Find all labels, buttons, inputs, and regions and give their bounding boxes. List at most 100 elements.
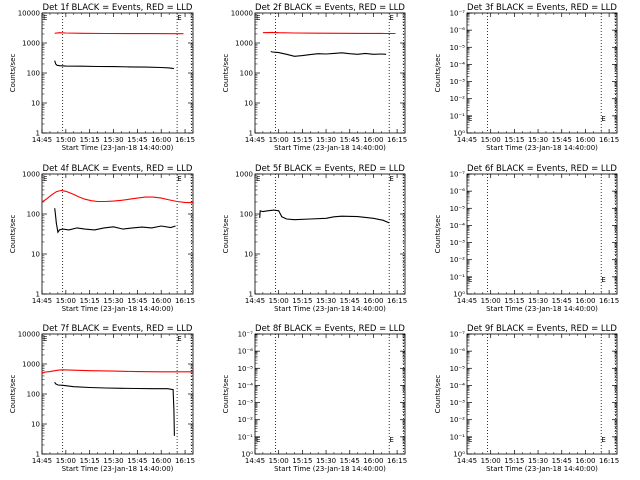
x-tick-label: 16:00 — [575, 457, 595, 465]
x-tick-label: 15:00 — [56, 297, 76, 305]
y-axis-label: Counts/sec — [434, 215, 442, 254]
x-tick-label: 15:30 — [103, 457, 123, 465]
y-axis-label: Counts/sec — [222, 54, 230, 93]
plot-frame — [254, 333, 406, 455]
x-tick-label: 15:15 — [80, 297, 100, 305]
x-tick-label: 15:30 — [103, 136, 123, 144]
x-tick-label: 15:45 — [340, 297, 360, 305]
series-line — [54, 208, 176, 234]
x-tick-label: 15:00 — [269, 457, 289, 465]
x-tick-label: 15:00 — [481, 297, 501, 305]
x-axis-label: Start Time (23-Jan-18 14:40:00) — [486, 465, 598, 473]
y-tick-label: 100 — [240, 211, 253, 219]
chart-panel: Det 2f BLACK = Events, RED = LLD 1 10 100 10… — [222, 3, 407, 152]
chart-title: Det 2f BLACK = Events, RED = LLD — [255, 3, 405, 13]
x-tick-label: 16:15 — [175, 136, 195, 144]
y-tick-label: 1000 — [235, 171, 253, 179]
series-line — [54, 60, 174, 70]
y-tick-label: 10⁻¹ — [450, 273, 466, 281]
y-tick-label: 10⁻⁵ — [450, 44, 466, 52]
y-axis-label: Counts/sec — [9, 54, 17, 93]
chart-title: Det 8f BLACK = Events, RED = LLD — [255, 324, 405, 334]
y-tick-label: 10⁻⁴ — [450, 61, 466, 69]
series-line — [54, 381, 175, 436]
x-tick-label: 15:15 — [504, 136, 524, 144]
x-tick-label: 15:15 — [292, 457, 312, 465]
x-tick-label: 16:00 — [151, 457, 171, 465]
y-tick-label: 10⁻² — [238, 416, 254, 424]
y-tick-label: 10⁻¹ — [450, 112, 466, 120]
e-marker-label: E — [177, 335, 181, 343]
x-tick-label: 14:45 — [245, 136, 265, 144]
plot-frame — [466, 333, 618, 455]
y-tick-label: 100 — [27, 70, 40, 78]
x-tick-label: 16:00 — [363, 136, 383, 144]
x-tick-label: 16:15 — [599, 136, 619, 144]
y-tick-label: 10⁻³ — [450, 399, 466, 407]
chart-panel: Det 6f BLACK = Events, RED = LLD 10⁰ 10⁻¹ 1… — [434, 164, 619, 313]
y-tick-label: 10⁻² — [450, 256, 466, 264]
y-tick-label: 10⁻⁵ — [450, 205, 466, 213]
y-axis-label: Counts/sec — [9, 375, 17, 414]
y-tick-label: 10⁻⁵ — [450, 365, 466, 373]
x-tick-label: 16:00 — [575, 136, 595, 144]
x-tick-label: 15:30 — [316, 136, 336, 144]
x-tick-label: 16:15 — [387, 136, 407, 144]
x-axis-label: Start Time (23-Jan-18 14:40:00) — [274, 144, 386, 152]
y-tick-label: 10⁻⁴ — [238, 382, 254, 390]
x-tick-label: 15:00 — [56, 136, 76, 144]
x-tick-label: 16:15 — [387, 457, 407, 465]
y-tick-label: 10⁻⁷ — [238, 331, 254, 339]
series-line — [259, 209, 390, 224]
x-tick-label: 16:00 — [363, 297, 383, 305]
plot-frame — [41, 333, 194, 455]
y-axis-label: Counts/sec — [434, 375, 442, 414]
x-tick-label: 15:30 — [528, 457, 548, 465]
y-tick-label: 10⁻⁷ — [450, 331, 466, 339]
x-axis-label: Start Time (23-Jan-18 14:40:00) — [274, 465, 386, 473]
x-tick-label: 16:15 — [175, 457, 195, 465]
x-tick-label: 15:15 — [504, 457, 524, 465]
x-tick-label: 14:45 — [245, 297, 265, 305]
chart-panel: Det 5f BLACK = Events, RED = LLD 1 10 100 10… — [222, 164, 407, 313]
y-axis-label: Counts/sec — [9, 215, 17, 254]
x-tick-label: 16:00 — [151, 297, 171, 305]
plot-frame — [41, 12, 194, 134]
y-tick-label: 1000 — [235, 40, 253, 48]
e-marker-label: E — [177, 14, 181, 22]
y-axis-label: Counts/sec — [222, 215, 230, 254]
x-tick-label: 14:45 — [32, 297, 52, 305]
e-marker-label: E — [468, 436, 472, 444]
x-tick-label: 15:45 — [552, 457, 572, 465]
y-tick-label: 1000 — [22, 171, 40, 179]
series-line — [54, 32, 184, 35]
e-marker-label: E — [389, 175, 393, 183]
y-tick-label: 10⁰ — [453, 291, 465, 299]
chart-title: Det 9f BLACK = Events, RED = LLD — [467, 324, 617, 334]
x-tick-label: 15:00 — [269, 136, 289, 144]
x-tick-label: 15:00 — [269, 297, 289, 305]
series-line — [41, 369, 193, 374]
x-axis-label: Start Time (23-Jan-18 14:40:00) — [62, 305, 174, 313]
y-tick-label: 10⁻³ — [450, 78, 466, 86]
plot-frame — [254, 12, 406, 134]
x-tick-label: 15:00 — [481, 457, 501, 465]
y-axis-label: Counts/sec — [434, 54, 442, 93]
y-tick-label: 1 — [36, 130, 40, 138]
chart-panel: Det 7f BLACK = Events, RED = LLD 1 10 100 10… — [9, 324, 195, 473]
y-tick-label: 1000 — [22, 40, 40, 48]
y-tick-label: 1 — [36, 451, 40, 459]
y-tick-label: 1000 — [22, 361, 40, 369]
y-tick-label: 10⁻¹ — [450, 433, 466, 441]
x-axis-label: Start Time (23-Jan-18 14:40:00) — [62, 144, 174, 152]
x-axis-label: Start Time (23-Jan-18 14:40:00) — [486, 305, 598, 313]
y-tick-label: 10⁻⁷ — [450, 10, 466, 18]
y-tick-label: 10⁻⁶ — [238, 348, 254, 356]
y-tick-label: 10⁰ — [453, 451, 465, 459]
x-tick-label: 15:30 — [316, 457, 336, 465]
y-tick-label: 1 — [249, 130, 253, 138]
x-tick-label: 15:30 — [528, 136, 548, 144]
x-tick-label: 15:15 — [292, 136, 312, 144]
x-tick-label: 15:15 — [80, 457, 100, 465]
e-marker-label: E — [256, 436, 260, 444]
